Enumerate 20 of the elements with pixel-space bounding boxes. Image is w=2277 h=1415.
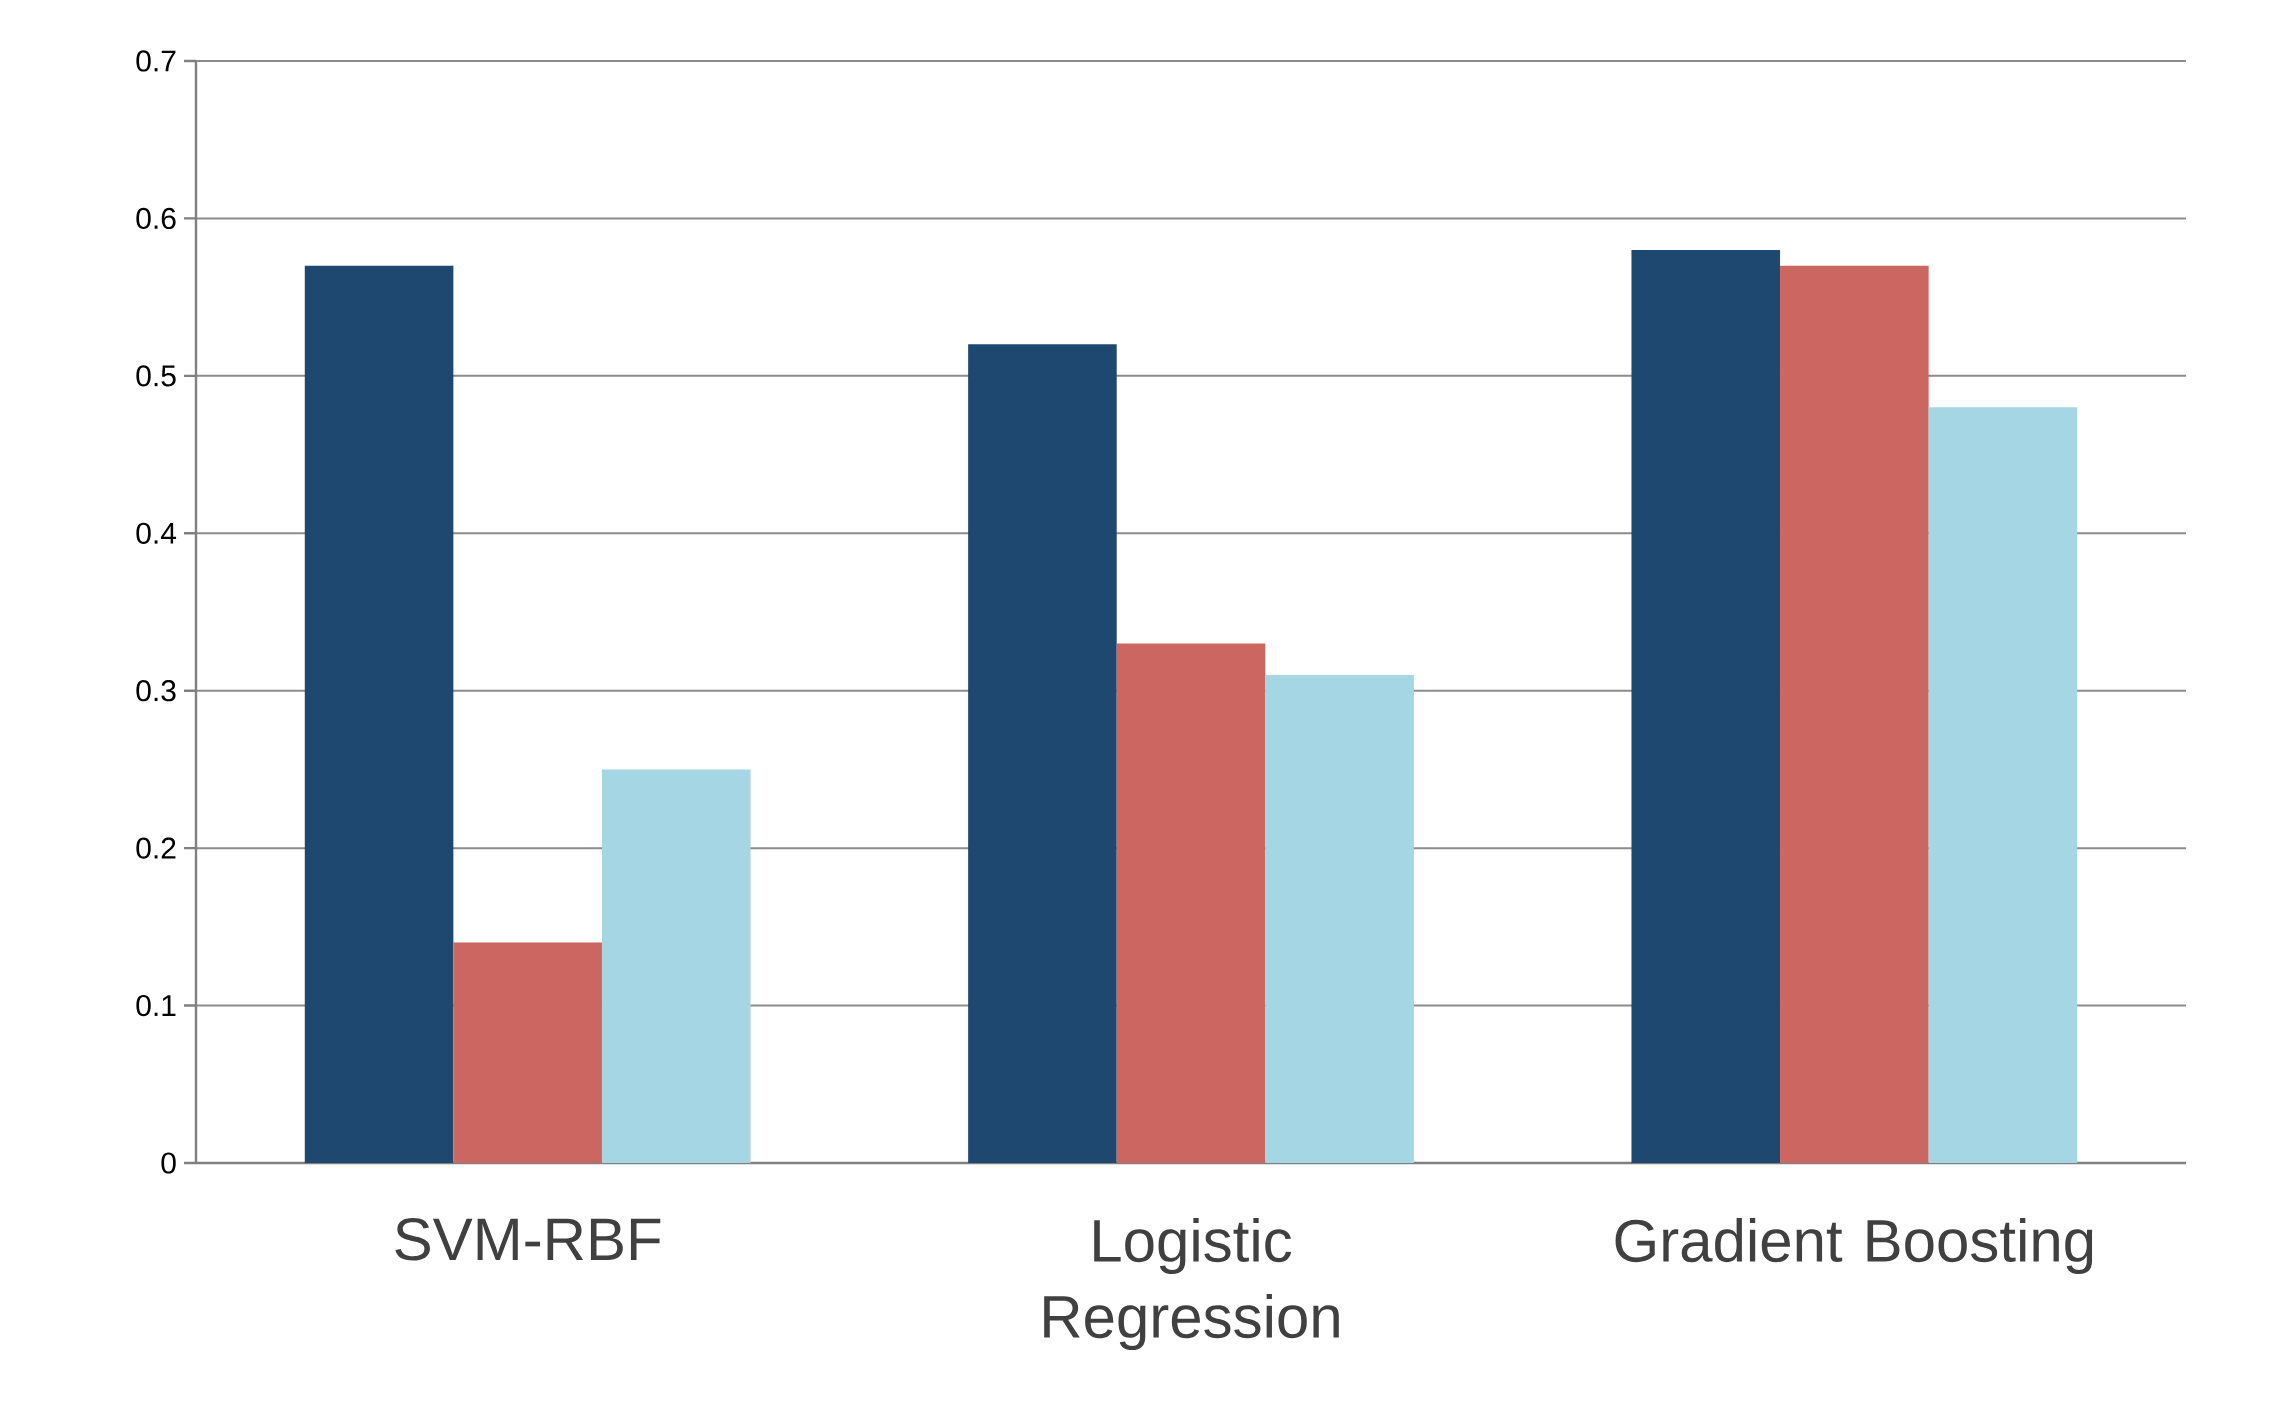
x-tick-label: SVM-RBF: [395, 1218, 661, 1261]
y-tick-label: 0.5: [136, 365, 176, 387]
bar: [1780, 265, 1929, 1163]
y-tick-label: 0.6: [136, 207, 176, 230]
bar: [601, 769, 751, 1163]
y-tick-label: 0.2: [136, 837, 176, 859]
y-tick-label: 0.4: [136, 522, 177, 544]
bar: [968, 344, 1117, 1163]
bar: [304, 265, 454, 1163]
bar: [1928, 407, 2078, 1163]
bar: [453, 942, 602, 1163]
bar: [1116, 643, 1266, 1163]
x-tick-label: Gradient Boosting: [1615, 1218, 2093, 1274]
bar: [1631, 249, 1781, 1163]
y-tick-label: 0: [161, 1152, 176, 1174]
y-tick-label: 0.3: [136, 680, 176, 702]
x-tick-label: Logistic Regression: [1044, 1218, 1339, 1350]
bar: [1265, 674, 1414, 1163]
y-tick-label: 0.1: [136, 994, 176, 1017]
y-tick-label: 0.7: [136, 50, 176, 72]
